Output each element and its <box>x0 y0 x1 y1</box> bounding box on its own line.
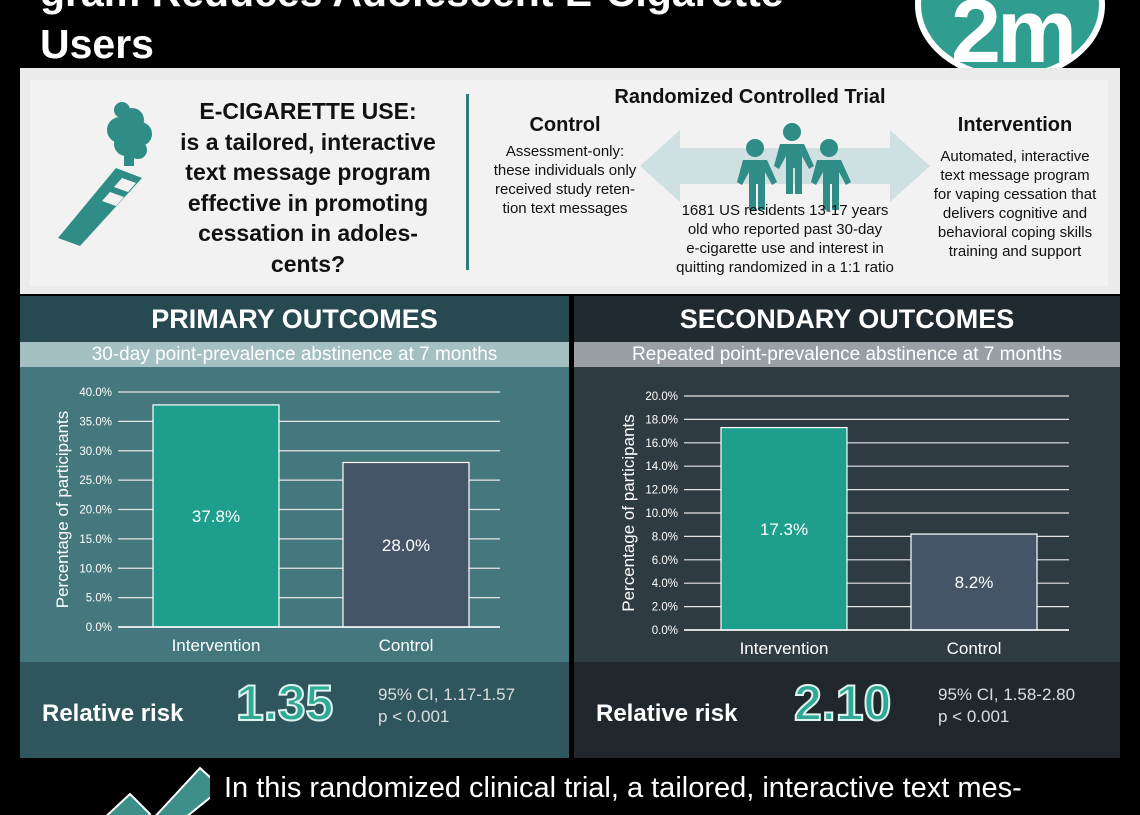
x-category-label: Control <box>379 636 434 655</box>
intervention-description: Automated, interactive text message prog… <box>918 147 1112 261</box>
y-tick-label: 4.0% <box>652 578 678 590</box>
bar-control <box>910 533 1038 631</box>
y-tick-label: 35.0% <box>79 416 112 428</box>
ci-text: 95% CI, 1.17-1.57 <box>378 685 516 704</box>
y-tick-label: 20.0% <box>79 505 112 517</box>
y-axis-label: Percentage of participants <box>619 414 638 612</box>
x-category-label: Intervention <box>740 639 829 658</box>
question-panel-inner: E-CIGARETTE USE: is a tailored, interact… <box>30 80 1108 286</box>
research-question: E-CIGARETTE USE: is a tailored, interact… <box>168 96 448 279</box>
population-description: 1681 US residents 13-17 years old who re… <box>650 201 920 277</box>
rr-value: 1.35 <box>235 674 334 732</box>
y-tick-label: 5.0% <box>86 593 112 605</box>
control-line: these individuals only <box>493 162 637 179</box>
question-panel: E-CIGARETTE USE: is a tailored, interact… <box>20 68 1120 294</box>
x-category-label: Intervention <box>172 636 261 655</box>
rr-ci: 95% CI, 1.58-2.80 p < 0.001 <box>938 684 1075 728</box>
question-line: cessation in adoles- <box>198 220 418 246</box>
intervention-line: text message program <box>940 167 1090 184</box>
question-line: cents? <box>270 250 346 277</box>
e-cigarette-icon <box>106 766 210 815</box>
population-line: 1681 US residents 13-17 years <box>681 202 889 219</box>
control-line: tion text messages <box>502 200 628 217</box>
e-cigarette-icon <box>58 102 152 246</box>
y-axis-label: Percentage of participants <box>53 411 72 609</box>
y-tick-label: 40.0% <box>79 387 112 399</box>
primary-outcomes-panel: PRIMARY OUTCOMES 30-day point-prevalence… <box>20 296 569 758</box>
bar-intervention <box>152 404 280 628</box>
intervention-line: for vaping cessation that <box>933 186 1097 203</box>
primary-heading: PRIMARY OUTCOMES <box>20 296 569 342</box>
bar-value-label: 17.3% <box>760 520 808 539</box>
secondary-relative-risk: Relative risk 2.10 95% CI, 1.58-2.80 p <… <box>574 662 1120 758</box>
primary-subheading: 30-day point-prevalence abstinence at 7 … <box>20 342 569 367</box>
p-value: p < 0.001 <box>378 707 450 726</box>
intervention-line: behavioral coping skills <box>937 224 1093 241</box>
question-line: is a tailored, interactive <box>180 128 436 155</box>
intervention-line: Automated, interactive <box>940 148 1090 165</box>
page-title: gram Reduces Adolescent E-Cigarette User… <box>40 0 784 67</box>
secondary-bar-chart: 0.0% 2.0% 4.0% 6.0% 8.0% 10.0% 12.0% 14.0% 16.0%… <box>619 391 1069 658</box>
conclusion-text: In this randomized clinical trial, a tai… <box>224 772 1022 804</box>
y-tick-label: 2.0% <box>652 602 678 614</box>
question-heading: E-CIGARETTE USE: <box>199 98 417 124</box>
y-tick-label: 18.0% <box>645 414 678 426</box>
control-title: Control <box>529 114 601 136</box>
y-tick-label: 12.0% <box>645 485 678 497</box>
y-tick-label: 30.0% <box>79 446 112 458</box>
y-tick-label: 10.0% <box>645 508 678 520</box>
bar-value-label: 28.0% <box>382 536 430 555</box>
intervention-line: training and support <box>948 243 1082 260</box>
y-tick-label: 16.0% <box>645 438 678 450</box>
y-tick-label: 10.0% <box>79 563 112 575</box>
rr-value: 2.10 <box>793 674 892 732</box>
secondary-heading: SECONDARY OUTCOMES <box>574 296 1120 342</box>
secondary-outcomes-panel: SECONDARY OUTCOMES Repeated point-preval… <box>574 296 1120 758</box>
y-tick-label: 8.0% <box>652 531 678 543</box>
population-line: quitting randomized in a 1:1 ratio <box>676 259 894 276</box>
participants-icon <box>737 123 851 210</box>
logo: 2m <box>915 0 1105 68</box>
ci-text: 95% CI, 1.58-2.80 <box>938 685 1076 704</box>
y-tick-label: 20.0% <box>645 391 678 403</box>
intervention-line: delivers cognitive and <box>942 205 1088 222</box>
rr-label: Relative risk <box>42 700 184 727</box>
rr-ci: 95% CI, 1.17-1.57 p < 0.001 <box>378 684 515 728</box>
y-tick-label: 0.0% <box>86 622 112 634</box>
divider <box>466 94 469 270</box>
double-arrow-icon <box>640 130 930 202</box>
bar-value-label: 8.2% <box>955 573 994 592</box>
primary-bar-chart: 0.0% 5.0% 10.0% 15.0% 20.0% 25.0% 30.0% 35.0% 40… <box>53 387 500 655</box>
y-tick-label: 14.0% <box>645 461 678 473</box>
control-line: received study reten- <box>494 181 636 198</box>
header: gram Reduces Adolescent E-Cigarette User… <box>0 0 1140 68</box>
control-line: Assessment-only: <box>505 143 625 160</box>
p-value: p < 0.001 <box>938 707 1010 726</box>
bar-value-label: 37.8% <box>192 507 240 526</box>
y-tick-label: 15.0% <box>79 534 112 546</box>
x-category-label: Control <box>947 639 1002 658</box>
footer: In this randomized clinical trial, a tai… <box>20 762 1120 815</box>
rct-title: Randomized Controlled Trial <box>614 86 886 108</box>
y-tick-label: 0.0% <box>652 625 678 637</box>
control-description: Assessment-only: these individuals only … <box>475 142 655 218</box>
population-line: old who reported past 30-day <box>687 221 883 238</box>
y-tick-label: 25.0% <box>79 475 112 487</box>
question-line: effective in promoting <box>187 189 429 216</box>
primary-relative-risk: Relative risk 1.35 95% CI, 1.17-1.57 p <… <box>20 662 569 758</box>
intervention-title: Intervention <box>957 114 1073 136</box>
population-line: e-cigarette use and interest in <box>686 240 884 257</box>
question-line: text message program <box>185 159 431 185</box>
secondary-subheading: Repeated point-prevalence abstinence at … <box>574 342 1120 367</box>
logo-text: 2m <box>951 0 1077 68</box>
bar-intervention <box>720 426 848 631</box>
rr-label: Relative risk <box>596 700 738 727</box>
y-tick-label: 6.0% <box>652 555 678 567</box>
